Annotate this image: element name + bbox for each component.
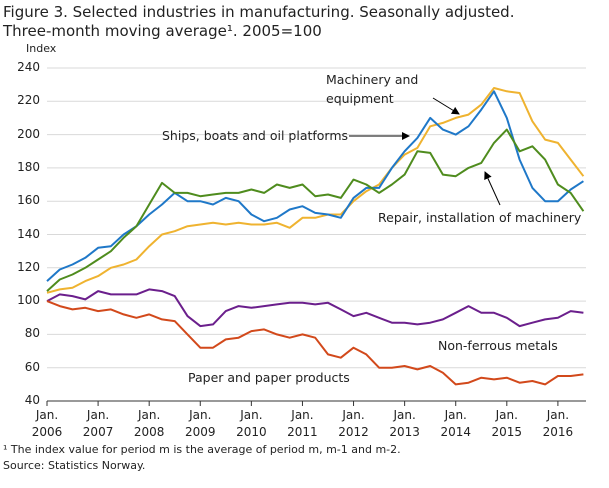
arrow xyxy=(484,171,501,206)
series-label: Paper and paper products xyxy=(188,370,350,385)
series-line xyxy=(46,128,585,292)
footnote: ¹ The index value for period m is the av… xyxy=(3,443,401,456)
series-label: Machinery and equipment xyxy=(326,72,419,106)
y-axis-label: Index xyxy=(26,42,57,55)
x-tick-label: Jan. 2007 xyxy=(82,408,114,439)
y-tick-label: 240 xyxy=(17,60,40,74)
y-tick-label: 100 xyxy=(17,293,40,308)
y-tick-label: 120 xyxy=(17,259,40,274)
source: Source: Statistics Norway. xyxy=(3,459,146,472)
x-tick-label: Jan. 2009 xyxy=(184,408,216,439)
series-label: Non-ferrous metals xyxy=(438,338,558,353)
x-tick-label: Jan. 2011 xyxy=(287,408,318,439)
arrow xyxy=(432,97,460,115)
x-tick-label: Jan. 2015 xyxy=(491,408,523,439)
series-line xyxy=(46,300,584,386)
series-label: Ships, boats and oil platforms xyxy=(162,128,349,143)
series-line xyxy=(46,288,584,328)
x-tick-label: Jan. 2013 xyxy=(389,408,420,439)
y-tick-label: 140 xyxy=(17,226,40,241)
series-line xyxy=(46,87,585,294)
y-tick-label: 180 xyxy=(17,159,40,174)
y-tick-label: 220 xyxy=(17,93,40,108)
series-line xyxy=(46,90,584,282)
y-tick-label: 160 xyxy=(17,193,40,208)
x-tick-label: Jan. 2008 xyxy=(133,408,165,439)
y-tick-label: 40 xyxy=(24,393,40,407)
chart-subtitle: Three-month moving average¹. 2005=100 xyxy=(3,22,322,40)
x-tick-label: Jan. 2012 xyxy=(338,408,369,439)
y-tick-label: 200 xyxy=(17,126,40,141)
series-label: Repair, installation of machinery xyxy=(378,210,582,225)
y-tick-label: 60 xyxy=(24,359,40,374)
x-tick-label: Jan. 2010 xyxy=(236,408,267,439)
x-tick-label: Jan. 2016 xyxy=(542,408,574,439)
x-tick-label: Jan. 2014 xyxy=(440,408,471,439)
x-tick-label: Jan. 2006 xyxy=(31,408,63,439)
y-tick-label: 80 xyxy=(24,326,40,341)
chart-title: Figure 3. Selected industries in manufac… xyxy=(3,3,515,21)
